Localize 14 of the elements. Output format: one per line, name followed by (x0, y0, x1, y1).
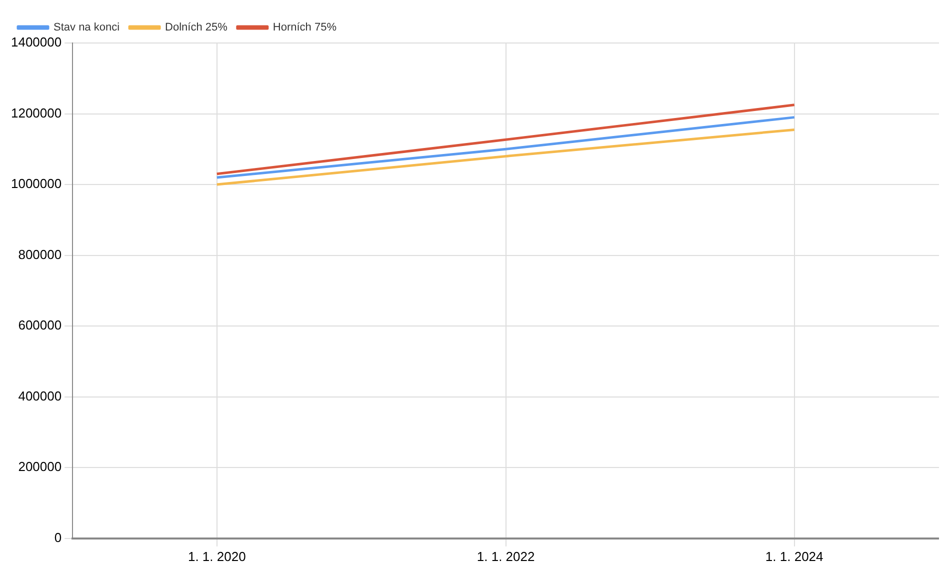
y-tick-label: 600000 (18, 318, 62, 333)
legend-label: Stav na konci (54, 22, 120, 34)
x-tick-label: 1. 1. 2020 (188, 548, 246, 564)
x-tick-label: 1. 1. 2022 (476, 548, 535, 564)
y-tick-label: 200000 (18, 459, 62, 474)
y-tick-label: 0 (54, 530, 62, 545)
y-tick-label: 1000000 (10, 176, 62, 192)
legend-label: Dolních 25% (165, 22, 228, 34)
y-tick-label: 400000 (18, 388, 62, 404)
y-tick-label: 1200000 (10, 105, 62, 120)
x-tick-label: 1. 1. 2024 (765, 548, 824, 564)
y-tick-label: 1400000 (10, 34, 62, 50)
y-tick-label: 800000 (18, 246, 62, 262)
legend-label: Horních 75% (272, 22, 337, 34)
